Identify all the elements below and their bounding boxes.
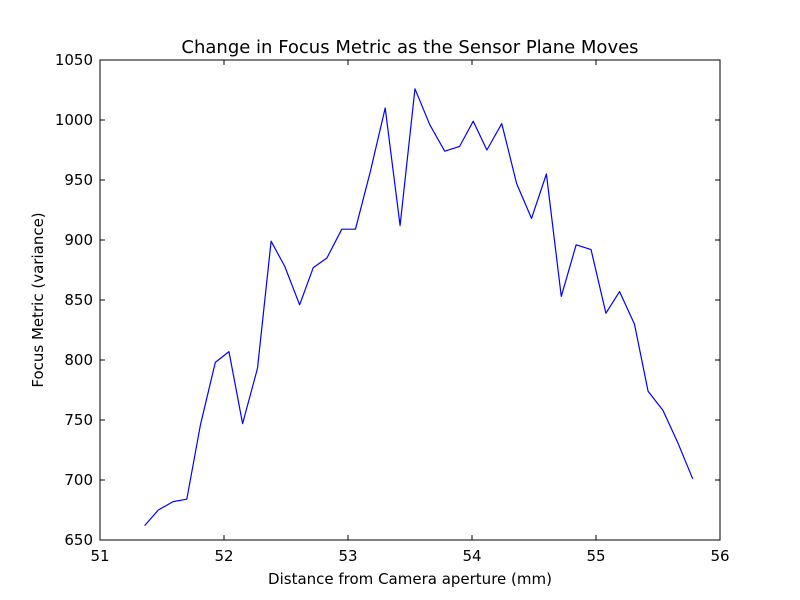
y-tick-label: 900 bbox=[64, 231, 93, 249]
y-tick-label: 850 bbox=[64, 291, 93, 309]
plot-area: 51 52 53 54 55 56 650 700 750 800 850 900 950 1000 105… bbox=[55, 51, 730, 565]
y-tick-label: 800 bbox=[64, 351, 93, 369]
x-tick-label: 55 bbox=[586, 547, 605, 565]
y-axis-label: Focus Metric (variance) bbox=[29, 212, 47, 387]
y-tick-label: 700 bbox=[64, 471, 93, 489]
chart-title: Change in Focus Metric as the Sensor Pla… bbox=[181, 37, 638, 58]
x-tick-label: 51 bbox=[90, 547, 109, 565]
series-line-0 bbox=[144, 88, 694, 526]
x-tick-label: 53 bbox=[338, 547, 357, 565]
x-tick-label: 52 bbox=[214, 547, 233, 565]
x-tick-label: 54 bbox=[462, 547, 481, 565]
y-tick-label: 1050 bbox=[55, 51, 93, 69]
y-tick-label: 650 bbox=[64, 531, 93, 549]
y-tick-label: 1000 bbox=[55, 111, 93, 129]
x-tick-label: 56 bbox=[710, 547, 729, 565]
y-tick-label: 950 bbox=[64, 171, 93, 189]
y-tick-label: 750 bbox=[64, 411, 93, 429]
x-axis-label: Distance from Camera aperture (mm) bbox=[268, 570, 552, 588]
